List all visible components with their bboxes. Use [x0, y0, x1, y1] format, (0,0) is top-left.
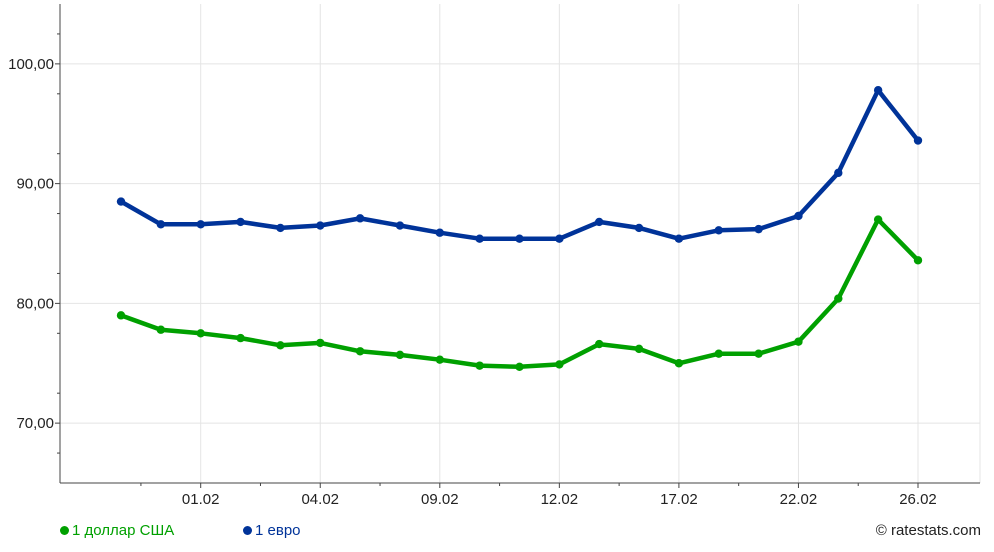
series-0-point	[116, 311, 126, 320]
series-1-point	[714, 226, 723, 235]
series-0-point	[754, 349, 763, 358]
series-1-point	[674, 234, 684, 243]
series-0-point	[595, 339, 604, 349]
series-0-point	[834, 294, 843, 303]
x-tick-label: 26.02	[899, 491, 937, 508]
series-0-point	[355, 347, 365, 356]
series-1-point	[555, 234, 564, 243]
legend-label-usd: 1 доллар США	[72, 521, 175, 539]
grid-layer	[60, 4, 981, 483]
x-tick-label: 01.02	[182, 491, 220, 508]
x-tick-label: 17.02	[660, 491, 698, 508]
x-tick-label: 12.02	[541, 491, 579, 508]
series-1-point	[475, 234, 484, 243]
series-0-point	[515, 362, 524, 372]
legend-dot-usd-icon	[60, 525, 69, 535]
series-0-point	[435, 355, 444, 364]
series-1-point	[395, 221, 405, 230]
legend-dot-eur-icon	[243, 525, 252, 535]
series-1-point	[873, 86, 883, 95]
legend-label-eur: 1 евро	[255, 521, 301, 539]
series-0-point	[714, 349, 723, 358]
series-0-point	[794, 337, 803, 346]
series-0-point	[395, 350, 405, 360]
series-0-point	[873, 215, 883, 224]
series-1-point	[236, 217, 245, 227]
series-0-point	[276, 341, 285, 350]
series-0-point	[156, 325, 166, 334]
series-1-point	[156, 220, 166, 229]
series-1-point	[913, 136, 923, 145]
line-chart: 70,00 80,00 90,00 100,00 01.02 04.02 09.02 12.0…	[8, 4, 981, 508]
y-tick-label: 90,00	[16, 176, 54, 193]
series-0-point	[316, 338, 325, 348]
series-1-point	[276, 223, 285, 233]
series-1-point	[834, 168, 843, 178]
series-0-point	[674, 359, 684, 368]
series-1-point	[754, 224, 763, 234]
series-0-point	[913, 256, 923, 265]
legend-item-usd[interactable]: 1 доллар США	[60, 520, 174, 540]
series-1-point	[515, 234, 524, 243]
y-tick-label: 80,00	[16, 295, 54, 312]
series-layer	[116, 86, 923, 372]
series-0-point	[196, 329, 205, 338]
y-tick-label: 100,00	[8, 56, 54, 73]
series-1-point	[196, 220, 205, 229]
legend-item-eur[interactable]: 1 евро	[243, 520, 301, 540]
series-1-point	[435, 228, 444, 237]
series-0-point	[555, 360, 564, 369]
axis-layer: 70,00 80,00 90,00 100,00 01.02 04.02 09.02 12.0…	[8, 4, 980, 508]
x-tick-label: 04.02	[301, 491, 339, 508]
x-tick-label: 09.02	[421, 491, 459, 508]
series-0-point	[236, 333, 245, 343]
x-tick-label: 22.02	[780, 491, 818, 508]
series-1-point	[355, 214, 365, 223]
series-0-point	[634, 344, 644, 354]
series-1-point	[116, 197, 126, 206]
series-0-point	[475, 361, 484, 370]
series-1-point	[316, 221, 325, 230]
source-credit[interactable]: © ratestats.com	[875, 521, 981, 539]
series-1-point	[634, 223, 644, 233]
series-1-point	[794, 211, 803, 221]
y-tick-label: 70,00	[16, 415, 54, 432]
series-1-point	[595, 217, 604, 227]
